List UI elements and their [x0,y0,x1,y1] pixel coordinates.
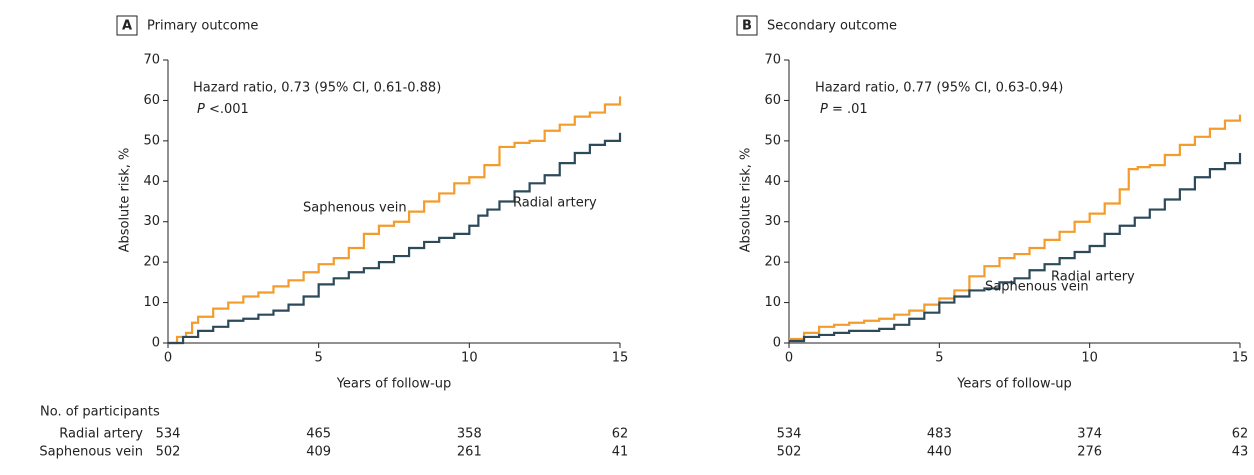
series-label: Saphenous vein [303,201,407,216]
annotation: Hazard ratio, 0.73 (95% CI, 0.61-0.88) [193,81,441,96]
series-line [168,96,622,345]
annotation-rest: <.001 [205,102,249,117]
panel-label-box [116,15,138,36]
y-tick-label: 60 [143,93,160,108]
at-risk-value: 276 [1077,445,1102,460]
at-risk-value: 358 [457,427,482,442]
series-label: Saphenous vein [985,280,1089,295]
x-tick-label: 10 [1081,351,1098,366]
at-risk-value: 62 [612,427,629,442]
y-tick-label: 30 [143,214,160,229]
at-risk-value: 41 [612,445,629,460]
y-axis-label: Absolute risk, % [118,148,133,253]
at-risk-value: 465 [306,427,331,442]
y-tick-label: 50 [764,133,781,148]
at-risk-row-name: Radial artery [59,427,143,442]
x-axis-label: Years of follow-up [336,377,452,392]
at-risk-title: No. of participants [40,405,160,420]
y-tick-label: 40 [764,174,781,189]
y-tick-label: 60 [764,93,781,108]
annotation: P = .01 [820,102,868,117]
at-risk-value: 62 [1232,427,1249,442]
at-risk-value: 440 [927,445,952,460]
y-tick-label: 10 [143,295,160,310]
x-tick-label: 0 [785,351,793,366]
x-tick-label: 15 [1232,351,1249,366]
y-tick-label: 20 [764,255,781,270]
y-tick-label: 70 [143,53,160,68]
panel-label: B [742,19,752,34]
at-risk-value: 43 [1232,445,1249,460]
panel-label-box [736,15,758,36]
x-tick-label: 0 [164,351,172,366]
series-line [789,152,1242,343]
at-risk-value: 534 [156,427,181,442]
at-risk-value: 483 [927,427,952,442]
panel-title: Secondary outcome [767,19,897,34]
panel-label: A [122,19,132,34]
at-risk-value: 374 [1077,427,1102,442]
series-label: Radial artery [513,196,597,211]
y-tick-label: 70 [764,53,781,68]
y-tick-label: 30 [764,214,781,229]
annotation-italic: P [197,102,205,117]
series-line [168,132,622,345]
at-risk-value: 261 [457,445,482,460]
at-risk-value: 502 [777,445,802,460]
x-axis-label: Years of follow-up [956,377,1072,392]
y-tick-label: 50 [143,133,160,148]
annotation-italic: P [820,102,828,117]
at-risk-row-name: Saphenous vein [39,445,143,460]
y-tick-label: 0 [152,336,160,351]
x-tick-label: 5 [935,351,943,366]
x-tick-label: 15 [612,351,629,366]
y-axis-label: Absolute risk, % [739,148,754,253]
panel-title: Primary outcome [147,19,258,34]
y-tick-label: 10 [764,295,781,310]
at-risk-value: 502 [156,445,181,460]
x-tick-label: 10 [461,351,478,366]
annotation: P <.001 [197,102,249,117]
at-risk-value: 409 [306,445,331,460]
at-risk-value: 534 [777,427,802,442]
y-tick-label: 0 [773,336,781,351]
series-line [789,114,1242,341]
y-tick-label: 40 [143,174,160,189]
y-tick-label: 20 [143,255,160,270]
series-label: Radial artery [1051,270,1135,285]
annotation-rest: = .01 [828,102,868,117]
x-tick-label: 5 [315,351,323,366]
annotation: Hazard ratio, 0.77 (95% CI, 0.63-0.94) [815,81,1063,96]
